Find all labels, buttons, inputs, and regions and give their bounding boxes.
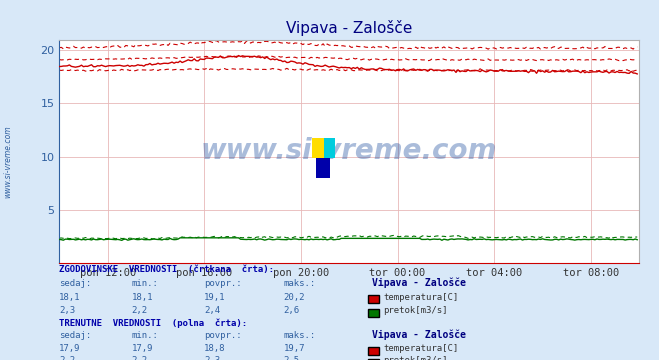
Bar (324, 138, 335, 158)
Text: 18,8: 18,8 (204, 344, 226, 353)
Text: 2,2: 2,2 (132, 306, 148, 315)
Text: maks.:: maks.: (283, 332, 316, 341)
Bar (312, 138, 324, 158)
Text: sedaj:: sedaj: (59, 279, 92, 288)
Text: povpr.:: povpr.: (204, 332, 242, 341)
Text: 19,1: 19,1 (204, 293, 226, 302)
Text: sedaj:: sedaj: (59, 332, 92, 341)
Text: pretok[m3/s]: pretok[m3/s] (384, 356, 448, 360)
Text: www.si-vreme.com: www.si-vreme.com (201, 137, 498, 165)
Text: 18,1: 18,1 (59, 293, 81, 302)
Text: Vipava - Zalošče: Vipava - Zalošče (372, 330, 467, 341)
Text: maks.:: maks.: (283, 279, 316, 288)
Text: temperatura[C]: temperatura[C] (384, 293, 459, 302)
Title: Vipava - Zalošče: Vipava - Zalošče (286, 20, 413, 36)
Text: 2,4: 2,4 (204, 306, 220, 315)
Text: 2,2: 2,2 (132, 356, 148, 360)
Text: 2,5: 2,5 (283, 356, 299, 360)
Text: 17,9: 17,9 (59, 344, 81, 353)
Text: 2,3: 2,3 (59, 306, 75, 315)
Text: povpr.:: povpr.: (204, 279, 242, 288)
Text: 18,1: 18,1 (132, 293, 154, 302)
Text: www.si-vreme.com: www.si-vreme.com (3, 126, 13, 198)
Text: 2,6: 2,6 (283, 306, 299, 315)
Text: 19,7: 19,7 (283, 344, 305, 353)
Bar (316, 158, 330, 178)
Text: pretok[m3/s]: pretok[m3/s] (384, 306, 448, 315)
Text: ZGODOVINSKE  VREDNOSTI  (črtkana  črta):: ZGODOVINSKE VREDNOSTI (črtkana črta): (59, 265, 274, 274)
Text: TRENUTNE  VREDNOSTI  (polna  črta):: TRENUTNE VREDNOSTI (polna črta): (59, 318, 247, 328)
Text: 17,9: 17,9 (132, 344, 154, 353)
Text: 2,3: 2,3 (204, 356, 220, 360)
Text: Vipava - Zalošče: Vipava - Zalošče (372, 278, 467, 288)
Text: 2,2: 2,2 (59, 356, 75, 360)
Text: 20,2: 20,2 (283, 293, 305, 302)
Text: min.:: min.: (132, 279, 159, 288)
Text: temperatura[C]: temperatura[C] (384, 344, 459, 353)
Text: min.:: min.: (132, 332, 159, 341)
